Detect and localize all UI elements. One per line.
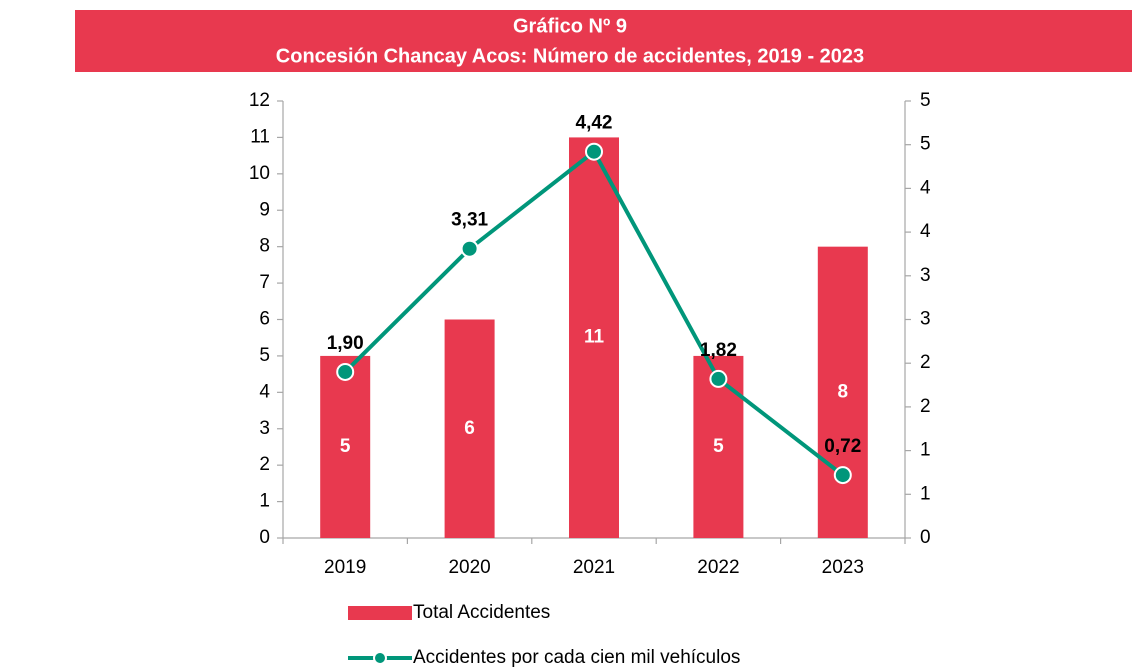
chart-title: Gráfico Nº 9 (513, 15, 627, 37)
bar (444, 319, 495, 538)
y2-tick-label: 1 (920, 483, 931, 504)
y2-tick-label: 0 (920, 527, 931, 548)
y-tick-label: 2 (259, 454, 270, 475)
y-tick-label: 7 (259, 272, 270, 293)
x-tick-label: 2021 (573, 557, 615, 578)
bar (320, 355, 371, 538)
bar-label: 5 (340, 436, 351, 457)
line-marker (709, 369, 728, 388)
x-tick-label: 2022 (697, 557, 739, 578)
y-tick-label: 8 (259, 236, 270, 257)
bar-label: 11 (584, 327, 605, 348)
legend-swatch (348, 606, 412, 620)
bar (817, 246, 868, 538)
y2-tick-label: 5 (920, 90, 931, 111)
y2-tick-label: 4 (920, 221, 931, 242)
bar (569, 137, 619, 538)
y-tick-label: 0 (259, 527, 270, 548)
y-tick-label: 1 (259, 491, 270, 512)
x-tick-label: 2019 (324, 557, 366, 578)
x-tick-label: 2020 (448, 557, 490, 578)
line-marker (585, 142, 603, 161)
bar-label: 5 (713, 436, 724, 457)
y-tick-label: 11 (250, 126, 270, 147)
line-marker (336, 362, 355, 381)
y2-tick-label: 1 (920, 440, 931, 461)
legend-label: Total Accidentes (413, 602, 550, 623)
x-tick-label: 2023 (822, 557, 864, 578)
data-label: 3,31 (451, 210, 488, 231)
y-tick-label: 5 (259, 345, 270, 366)
y2-tick-label: 4 (920, 177, 931, 198)
bar-label: 6 (464, 418, 475, 439)
chart-subtitle: Concesión Chancay Acos: Número de accide… (276, 45, 864, 67)
line-marker (833, 466, 852, 485)
y2-tick-label: 2 (920, 396, 931, 417)
legend-label: Accidentes por cada cien mil vehículos (413, 647, 740, 668)
y2-tick-label: 3 (920, 265, 931, 286)
y2-tick-label: 3 (920, 309, 931, 330)
y-tick-label: 3 (259, 418, 270, 439)
y2-tick-label: 2 (920, 352, 931, 373)
data-label: 1,82 (700, 340, 737, 361)
y2-tick-label: 5 (920, 134, 931, 155)
y-tick-label: 6 (259, 309, 270, 330)
title-banner (75, 10, 1132, 72)
y-tick-label: 4 (259, 381, 270, 402)
line-marker (460, 239, 479, 258)
y-tick-label: 12 (249, 90, 270, 111)
bar-label: 8 (838, 381, 849, 402)
data-label: 4,42 (576, 113, 613, 134)
data-label: 0,72 (824, 436, 861, 457)
y-tick-label: 10 (249, 163, 270, 184)
legend-marker (373, 651, 387, 665)
data-label: 1,90 (327, 333, 364, 354)
y-tick-label: 9 (259, 199, 270, 220)
